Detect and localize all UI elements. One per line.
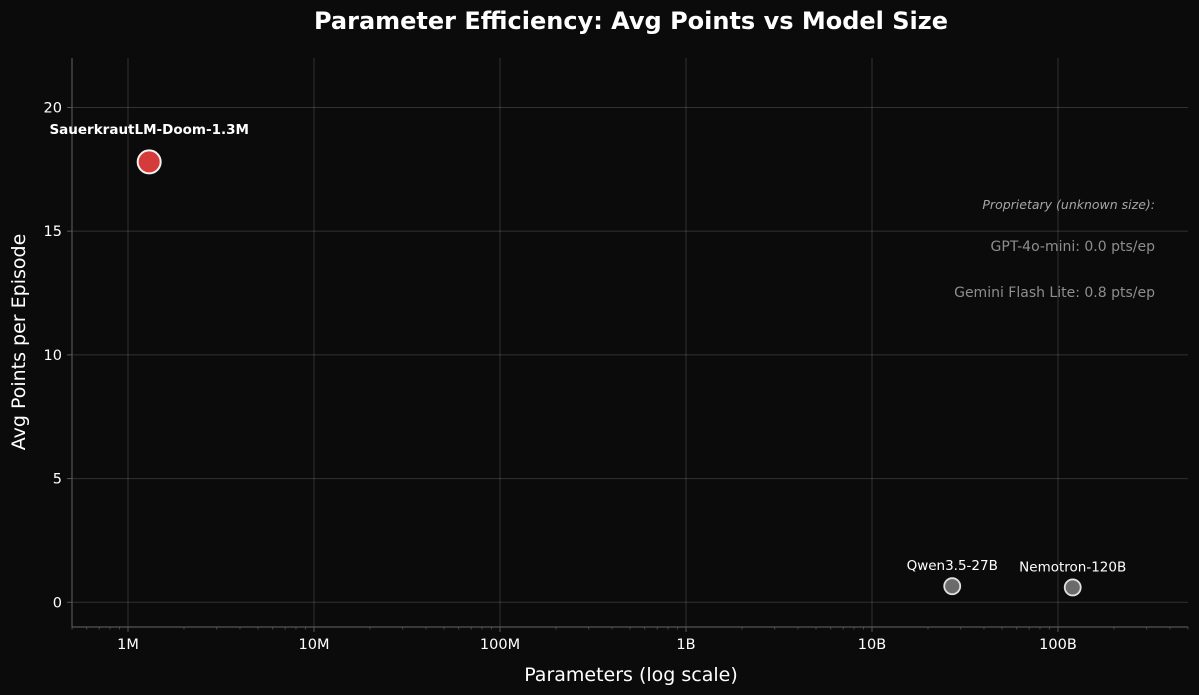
note-item-gemini-flash-lite: Gemini Flash Lite: 0.8 pts/ep — [954, 285, 1155, 301]
point-label-qwen3-5-27b: Qwen3.5-27B — [907, 558, 998, 574]
x-tick-label-100m: 100M — [480, 637, 520, 653]
y-tick-label-10: 10 — [44, 348, 62, 364]
x-tick-label-100b: 100B — [1039, 637, 1077, 653]
chart-title: Parameter Efficiency: Avg Points vs Mode… — [314, 7, 948, 35]
point-label-sauerkrautlm-doom-1-3m: SauerkrautLM-Doom-1.3M — [49, 122, 248, 138]
y-tick-label-0: 0 — [53, 595, 62, 611]
x-tick-label-10m: 10M — [299, 637, 330, 653]
y-axis-label: Avg Points per Episode — [8, 234, 30, 451]
x-tick-label-1b: 1B — [676, 637, 695, 653]
point-label-nemotron-120b: Nemotron-120B — [1019, 559, 1126, 575]
x-tick-label-10b: 10B — [858, 637, 886, 653]
y-tick-label-15: 15 — [44, 224, 62, 240]
axes: 1M 10M 100M 1B 10B 100B 0 5 10 15 20 — [44, 58, 1189, 653]
proprietary-note: Proprietary (unknown size): GPT-4o-mini:… — [954, 197, 1155, 301]
note-item-gpt-4o-mini: GPT-4o-mini: 0.0 pts/ep — [991, 239, 1156, 255]
y-tick-label-20: 20 — [44, 100, 62, 116]
point-nemotron-120b — [1063, 578, 1082, 597]
note-header: Proprietary (unknown size): — [982, 197, 1155, 212]
x-axis-label: Parameters (log scale) — [524, 664, 738, 686]
y-tick-label-5: 5 — [53, 472, 62, 488]
x-tick-label-1m: 1M — [117, 637, 139, 653]
point-sauerkrautlm-doom-1-3m — [136, 149, 162, 175]
grid — [72, 58, 1188, 627]
data-points — [136, 149, 1082, 597]
point-qwen3-5-27b — [943, 577, 962, 596]
point-labels: SauerkrautLM-Doom-1.3M Qwen3.5-27B Nemotro… — [49, 122, 1126, 576]
